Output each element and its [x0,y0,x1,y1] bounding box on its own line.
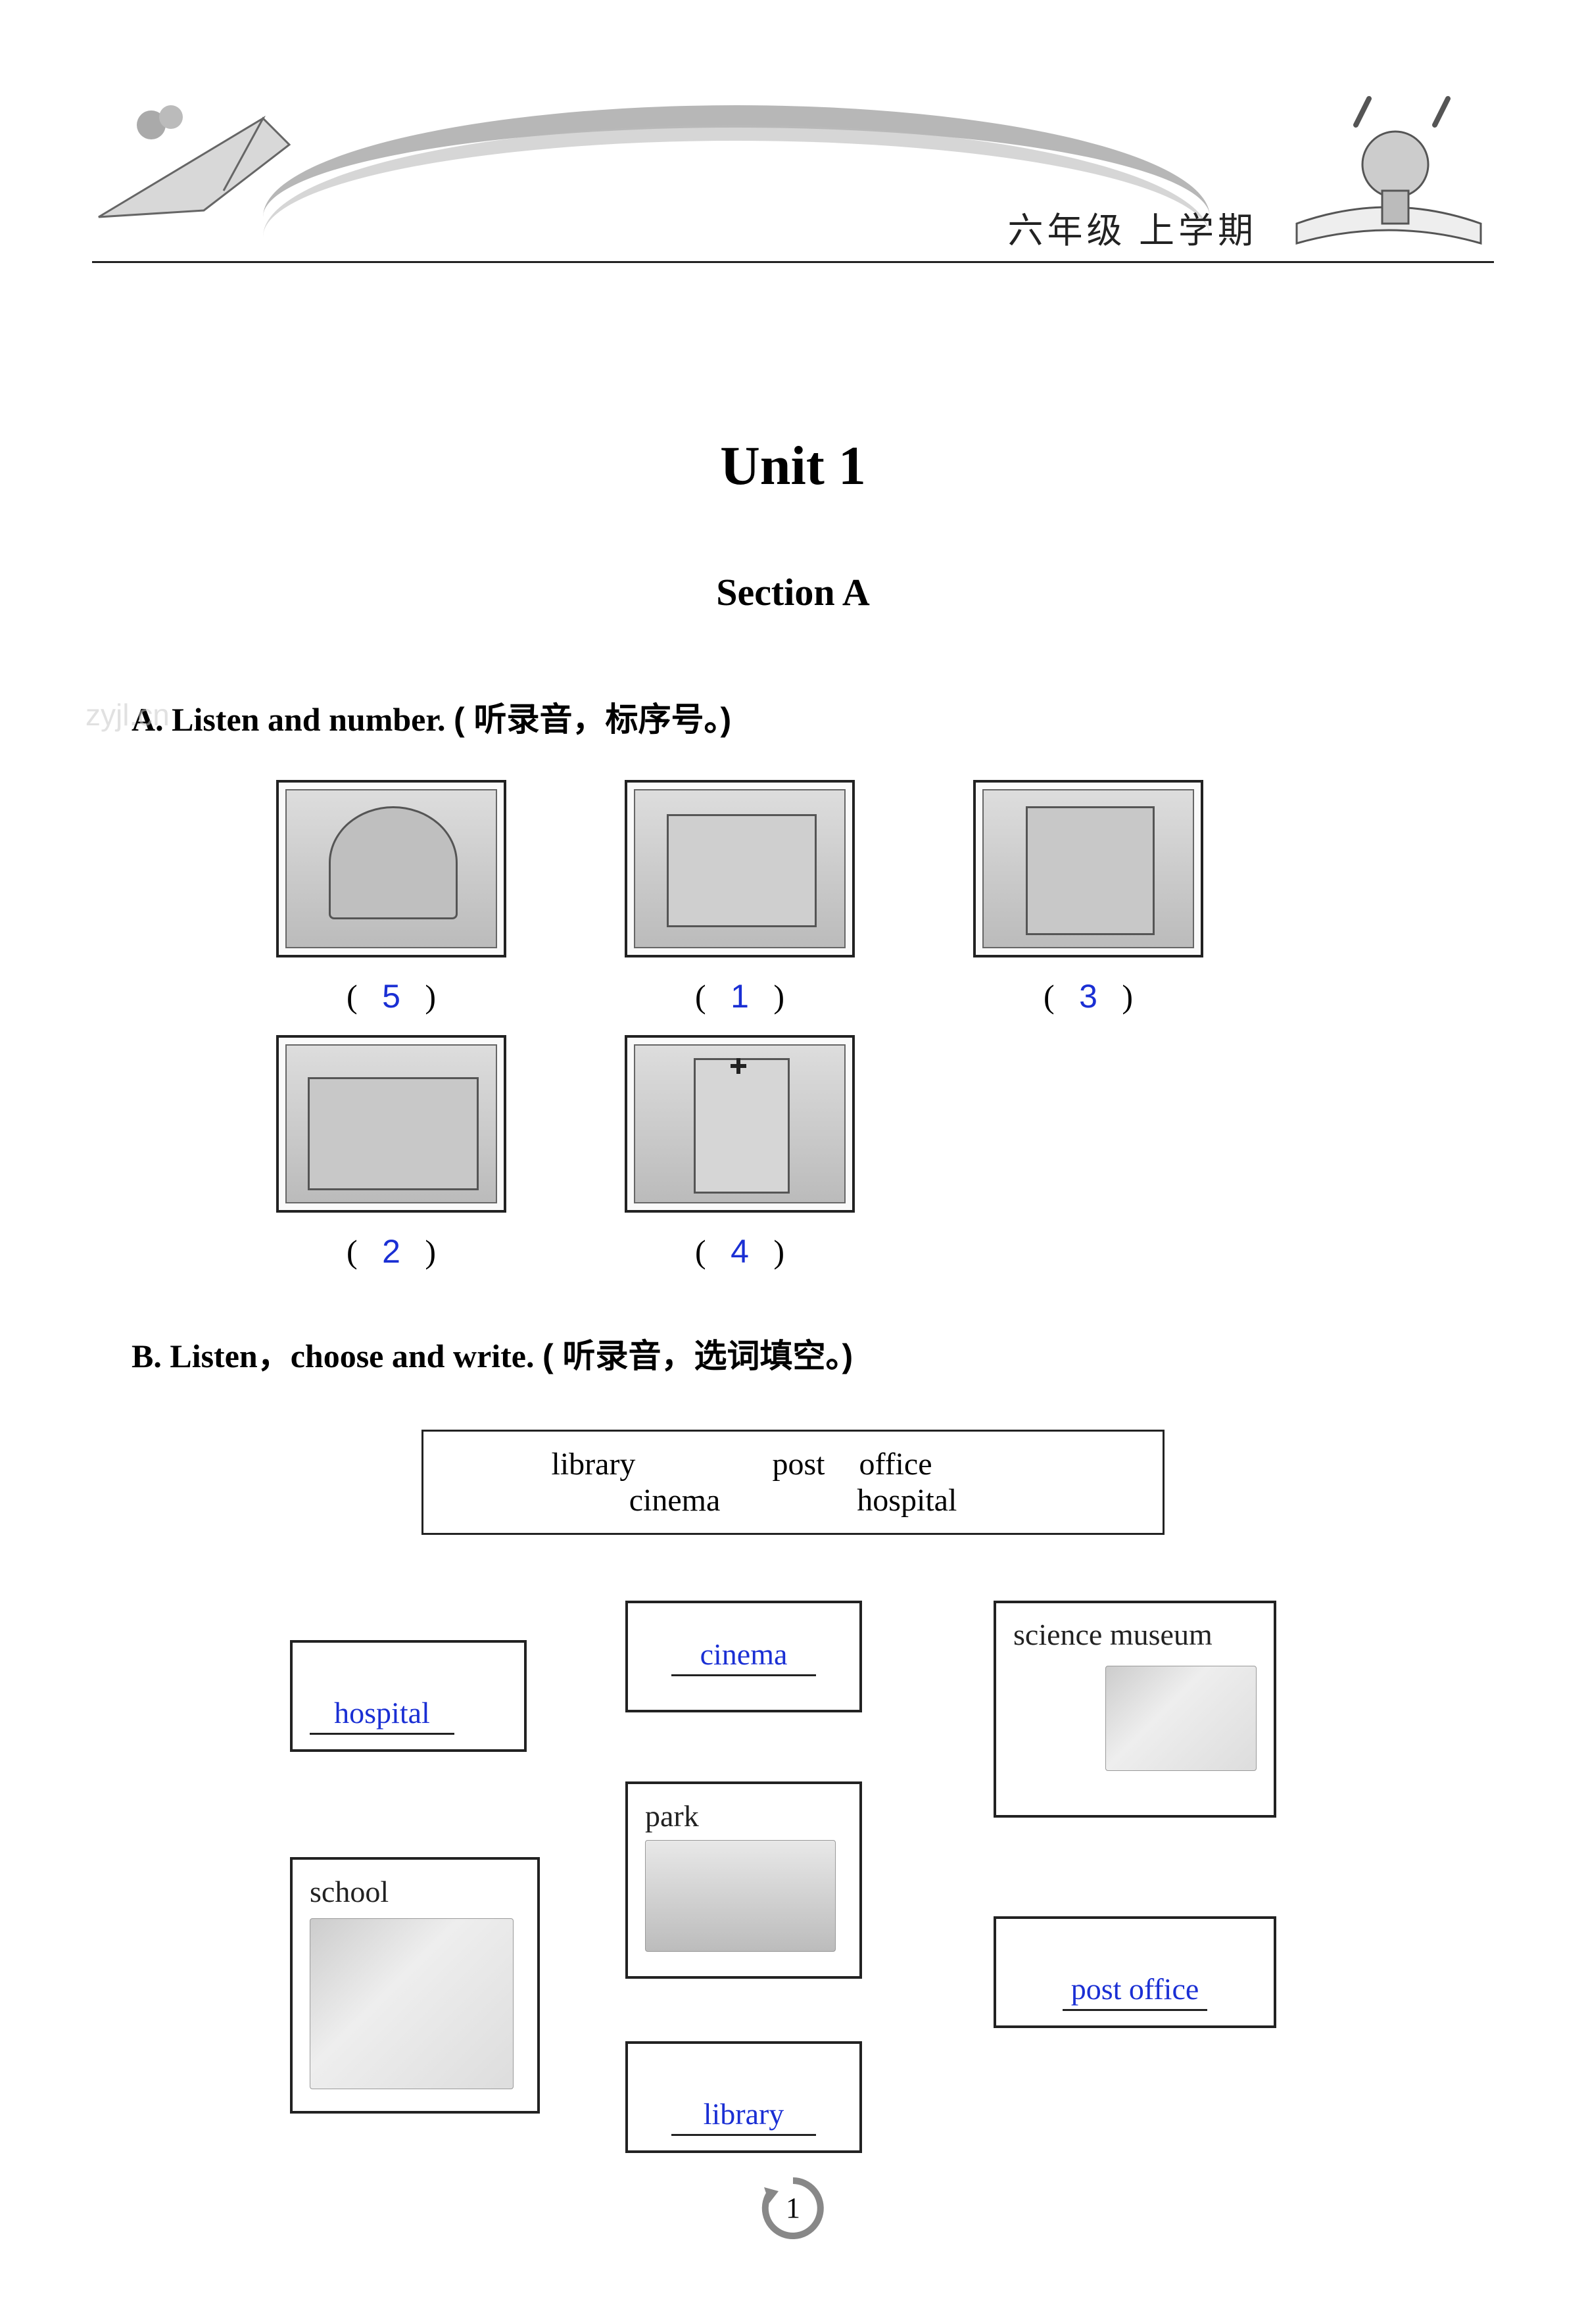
post-office-illustration [973,780,1203,957]
worksheet-page: 六年级 上学期 zyjl.cn Unit 1 Section A A. List… [0,0,1586,2313]
word-bank-item: library [551,1447,635,1482]
unit-title: Unit 1 [118,434,1468,498]
fill-hospital: hospital [310,1695,454,1735]
label-science-museum: science museum [1013,1618,1257,1653]
exercise-a-grid: ( 5 ) ( 1 ) ( 3 ) [118,780,1468,1271]
girl-on-book-icon [1284,85,1494,256]
box-school: school [290,1857,540,2114]
item-bookstore: ( 2 ) [276,1035,506,1271]
word-bank: library post office cinema hospital [421,1430,1165,1535]
item-hospital: ( 4 ) [625,1035,855,1271]
exercise-b-instruction: B. Listen，choose and write. ( 听录音，选词填空。) [118,1330,1468,1377]
paren-close: ) [773,978,784,1015]
answer-slot[interactable]: ( 1 ) [625,977,855,1015]
science-museum-illustration [625,780,855,957]
exercise-a-instruction: A. Listen and number. ( 听录音，标序号。) [118,693,1468,740]
item-science-museum: ( 1 ) [625,780,855,1015]
fill-library: library [671,2096,816,2136]
fill-post-office: post office [1063,1972,1207,2011]
science-museum-mini-icon [1105,1666,1257,1771]
box-library[interactable]: library [625,2041,862,2153]
exercise-a-row-1: ( 5 ) ( 1 ) ( 3 ) [276,780,1468,1015]
answer-value: 5 [382,978,400,1015]
section-title: Section A [118,570,1468,614]
box-cinema[interactable]: cinema [625,1601,862,1712]
box-hospital[interactable]: hospital [290,1640,527,1752]
exercise-a-instruction-cn: ( 听录音，标序号。) [454,701,731,738]
item-cinema: ( 5 ) [276,780,506,1015]
box-park: park [625,1781,862,1979]
answer-slot[interactable]: ( 2 ) [276,1232,506,1271]
answer-slot[interactable]: ( 3 ) [973,977,1203,1015]
paren-close: ) [425,1233,436,1270]
answer-slot[interactable]: ( 4 ) [625,1232,855,1271]
park-mini-icon [645,1840,836,1952]
paren-open: ( [1044,978,1055,1015]
page-number-wrap: 1 [0,2175,1586,2241]
answer-slot[interactable]: ( 5 ) [276,977,506,1015]
paren-open: ( [347,978,358,1015]
word-bank-item: post office [772,1447,932,1482]
paper-airplane-icon [92,99,302,250]
answer-value: 4 [731,1233,749,1270]
paren-open: ( [347,1233,358,1270]
answer-value: 3 [1079,978,1097,1015]
paren-close: ) [773,1233,784,1270]
label-school: school [310,1874,520,1909]
exercise-b-instruction-en: B. Listen，choose and write. [132,1338,542,1374]
word-bank-item: cinema [629,1483,721,1518]
word-bank-item: hospital [857,1483,957,1518]
paren-close: ) [425,978,436,1015]
paren-close: ) [1122,978,1133,1015]
grade-label: 六年级 上学期 [1008,201,1258,253]
bookstore-illustration [276,1035,506,1213]
page-number: 1 [760,2175,826,2241]
page-number-value: 1 [786,2192,800,2224]
cinema-illustration [276,780,506,957]
answer-value: 1 [731,978,749,1015]
label-park: park [645,1799,842,1833]
fill-cinema: cinema [671,1637,816,1676]
exercise-a-row-2: ( 2 ) ( 4 ) [276,1035,1468,1271]
school-mini-icon [310,1918,514,2089]
answer-value: 2 [382,1233,400,1270]
exercise-a-instruction-en: A. Listen and number. [132,701,454,738]
exercise-b-instruction-cn: ( 听录音，选词填空。) [542,1338,853,1374]
hospital-illustration [625,1035,855,1213]
item-post-office: ( 3 ) [973,780,1203,1015]
paren-open: ( [695,1233,706,1270]
paren-open: ( [695,978,706,1015]
box-post-office[interactable]: post office [994,1916,1276,2028]
header-decoration: 六年级 上学期 [92,79,1494,263]
box-science-museum: science museum [994,1601,1276,1818]
